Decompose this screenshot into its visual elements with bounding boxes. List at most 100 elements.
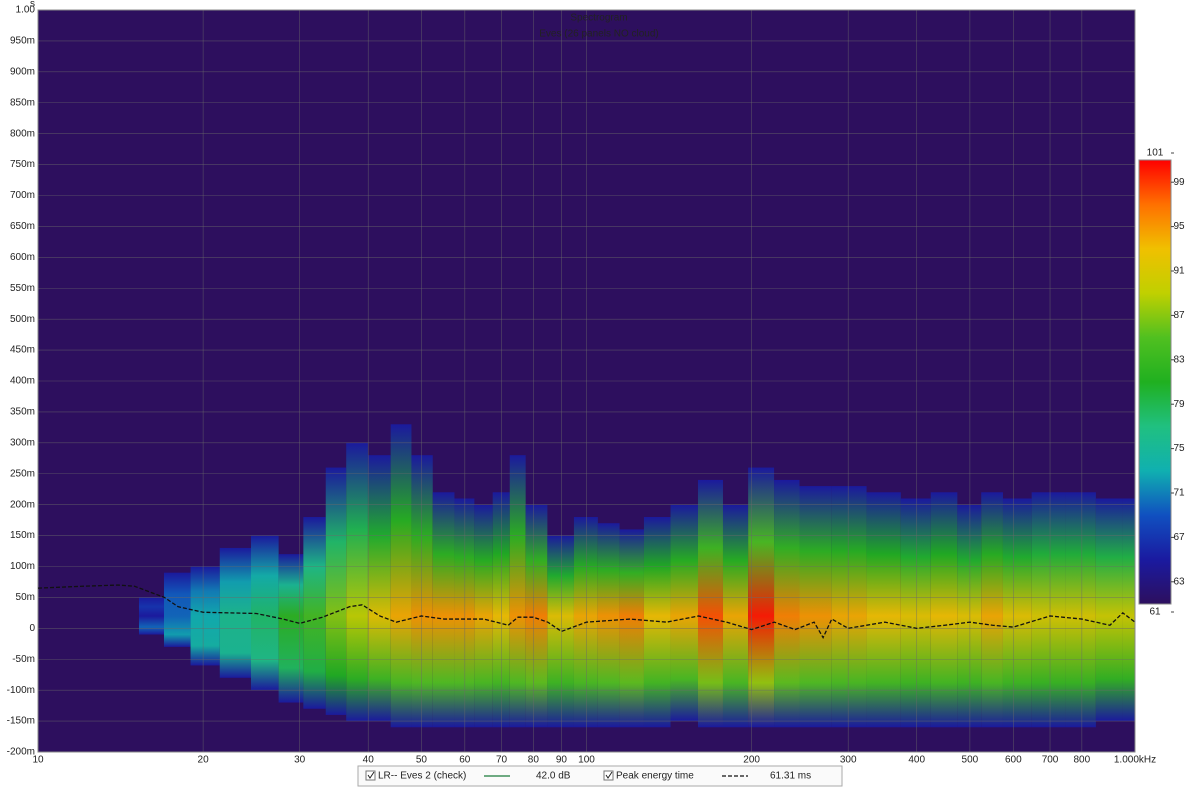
y-tick-label: 450m	[10, 345, 35, 356]
heat-column	[325, 467, 347, 715]
heat-column	[367, 455, 391, 722]
x-tick-label: 500	[962, 755, 979, 766]
x-tick-label: 40	[363, 755, 375, 766]
legend-checkbox[interactable]	[603, 770, 614, 781]
y-tick-label: 500m	[10, 314, 35, 325]
legend-checkbox[interactable]	[365, 770, 376, 781]
heat-column	[474, 504, 493, 728]
heat-column	[774, 479, 800, 728]
y-tick-label: 550m	[10, 283, 35, 294]
x-tick-label: 60	[459, 755, 471, 766]
colorbar-label: 67	[1173, 532, 1185, 543]
y-tick-label: 950m	[10, 36, 35, 47]
chart-title: Spectrogram	[570, 13, 627, 24]
heat-column	[670, 504, 698, 722]
heat-column	[900, 498, 931, 728]
y-tick-label: 900m	[10, 66, 35, 77]
heat-column	[138, 597, 164, 635]
heat-column	[866, 492, 901, 728]
y-tick-label: -50m	[12, 654, 35, 665]
heat-column	[981, 492, 1003, 728]
x-tick-label: 400	[908, 755, 925, 766]
y-tick-label: -150m	[7, 716, 35, 727]
heat-column	[697, 479, 723, 728]
x-tick-label: 800	[1074, 755, 1091, 766]
x-tick-label: 300	[840, 755, 857, 766]
heat-column	[643, 517, 671, 728]
y-tick-label: 750m	[10, 159, 35, 170]
x-tick-label: 30	[294, 755, 306, 766]
legend-label: LR-- Eves 2 (check)	[378, 771, 466, 782]
heat-column	[1002, 498, 1032, 728]
x-tick-label: 50	[416, 755, 428, 766]
colorbar-label: 71	[1173, 488, 1185, 499]
y-tick-label: 150m	[10, 530, 35, 541]
y-tick-label: 0	[29, 623, 35, 634]
colorbar-label: 101	[1147, 148, 1164, 159]
y-tick-label: 400m	[10, 376, 35, 387]
legend-readout: 42.0 dB	[536, 771, 571, 782]
heat-column	[930, 492, 958, 728]
legend-label: Peak energy time	[616, 771, 694, 782]
y-tick-label: 650m	[10, 221, 35, 232]
heat-column	[492, 492, 510, 728]
colorbar-label: 87	[1173, 310, 1185, 321]
colorbar-label: 63	[1173, 576, 1185, 587]
x-tick-label: 90	[556, 755, 568, 766]
x-tick-label: 600	[1005, 755, 1022, 766]
heat-column	[831, 486, 867, 728]
heat-column	[597, 523, 620, 728]
heat-column	[547, 535, 574, 728]
heat-column	[163, 572, 191, 647]
y-tick-label: 50m	[16, 592, 35, 603]
y-tick-label: 600m	[10, 252, 35, 263]
colorbar-label: 91	[1173, 266, 1185, 277]
y-tick-label: 1.00	[16, 5, 36, 16]
x-tick-label: 20	[198, 755, 210, 766]
x-tick-label: 700	[1042, 755, 1059, 766]
heat-column	[346, 442, 368, 722]
heat-column	[1065, 492, 1096, 728]
peak-energy-line	[37, 584, 1136, 640]
heat-column	[1031, 492, 1066, 728]
y-tick-label: 800m	[10, 128, 35, 139]
plot-frame	[37, 9, 1136, 753]
y-tick-label: 700m	[10, 190, 35, 201]
colorbar-label: 95	[1173, 221, 1185, 232]
heat-column	[799, 486, 832, 728]
colorbar	[1138, 159, 1172, 605]
y-tick-label: 350m	[10, 407, 35, 418]
x-tick-label: 100	[578, 755, 595, 766]
heat-column	[525, 504, 548, 728]
x-tick-label: 1.000kHz	[1114, 755, 1156, 766]
legend-check	[605, 771, 613, 779]
heat-column	[390, 424, 412, 728]
colorbar-label: 75	[1173, 443, 1185, 454]
heat-column	[432, 492, 455, 728]
y-tick-label: -200m	[7, 747, 35, 758]
y-unit: s	[30, 0, 35, 10]
legend-check	[367, 771, 375, 779]
x-tick-label: 10	[32, 755, 44, 766]
y-tick-label: 200m	[10, 499, 35, 510]
x-tick-label: 70	[496, 755, 508, 766]
y-tick-label: -100m	[7, 685, 35, 696]
heat-column	[454, 498, 475, 728]
heat-column	[722, 504, 749, 728]
y-tick-label: 850m	[10, 97, 35, 108]
y-tick-label: 250m	[10, 468, 35, 479]
y-tick-label: 300m	[10, 437, 35, 448]
heat-column	[1122, 498, 1135, 722]
heat-column	[509, 455, 526, 728]
heat-column	[1095, 498, 1123, 722]
colorbar-label: 79	[1173, 399, 1185, 410]
colorbar-label: 83	[1173, 354, 1185, 365]
heat-column	[303, 517, 326, 709]
colorbar-label: 99	[1173, 177, 1185, 188]
legend-readout: 61.31 ms	[770, 771, 811, 782]
heat-column	[411, 455, 433, 728]
heat-column	[190, 566, 220, 666]
chart-subtitle: Eves (26 panels NO cloud)	[539, 29, 659, 40]
